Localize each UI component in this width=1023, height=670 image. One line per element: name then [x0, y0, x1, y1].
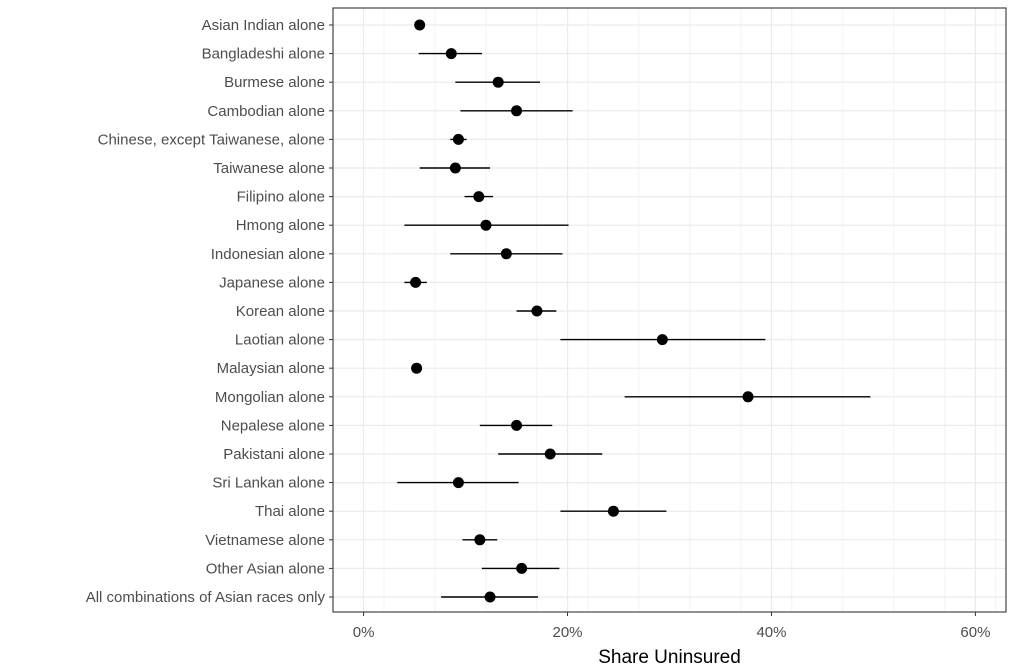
data-point: [656, 334, 668, 346]
data-point: [474, 534, 486, 546]
y-tick-label: Indonesian alone: [211, 246, 325, 263]
data-point: [531, 305, 543, 317]
data-point: [511, 419, 523, 431]
x-axis: 0% 20% 40% 60%: [353, 612, 990, 641]
x-tick-label: 20%: [553, 624, 583, 641]
y-tick-label: Other Asian alone: [206, 560, 325, 577]
x-tick-label: 60%: [960, 624, 990, 641]
y-tick-label: Vietnamese alone: [205, 532, 325, 549]
data-point: [480, 219, 492, 231]
data-point: [742, 391, 754, 403]
x-tick-label: 0%: [353, 624, 375, 641]
y-tick-label: Nepalese alone: [221, 417, 325, 434]
grid-layer: [333, 8, 1006, 612]
y-tick-label: Mongolian alone: [215, 389, 325, 406]
data-point: [452, 477, 464, 489]
y-tick-label: Sri Lankan alone: [212, 475, 325, 492]
data-point: [445, 48, 457, 60]
y-tick-label: Malaysian alone: [217, 360, 325, 377]
y-tick-label: Chinese, except Taiwanese, alone: [98, 131, 325, 148]
y-tick-label: Thai alone: [255, 503, 325, 520]
data-point: [544, 448, 556, 460]
data-point: [511, 105, 523, 117]
data-point: [492, 76, 504, 88]
y-tick-label: Asian Indian alone: [202, 17, 325, 34]
y-tick-label: Pakistani alone: [223, 446, 325, 463]
y-axis: Asian Indian alone Bangladeshi alone Burme…: [86, 17, 333, 606]
data-point: [410, 276, 422, 288]
y-tick-label: Hmong alone: [236, 217, 325, 234]
data-point: [473, 191, 485, 203]
data-point: [500, 248, 512, 260]
data-point: [484, 591, 496, 603]
y-tick-label: All combinations of Asian races only: [86, 589, 326, 606]
y-tick-label: Taiwanese alone: [213, 160, 325, 177]
y-tick-label: Burmese alone: [224, 74, 325, 91]
x-tick-label: 40%: [756, 624, 786, 641]
data-point: [449, 162, 461, 174]
data-point: [452, 133, 464, 145]
data-point: [607, 505, 619, 517]
x-axis-title: Share Uninsured: [598, 647, 741, 668]
y-tick-label: Korean alone: [236, 303, 325, 320]
y-tick-label: Japanese alone: [219, 274, 325, 291]
y-tick-label: Filipino alone: [237, 189, 325, 206]
data-point: [414, 19, 426, 31]
data-point: [411, 362, 423, 374]
data-point: [516, 562, 528, 574]
panel-border: [332, 7, 1007, 613]
y-tick-label: Cambodian alone: [207, 103, 325, 120]
point-layer: [410, 19, 754, 603]
y-tick-label: Laotian alone: [235, 332, 325, 349]
y-tick-label: Bangladeshi alone: [202, 46, 325, 63]
